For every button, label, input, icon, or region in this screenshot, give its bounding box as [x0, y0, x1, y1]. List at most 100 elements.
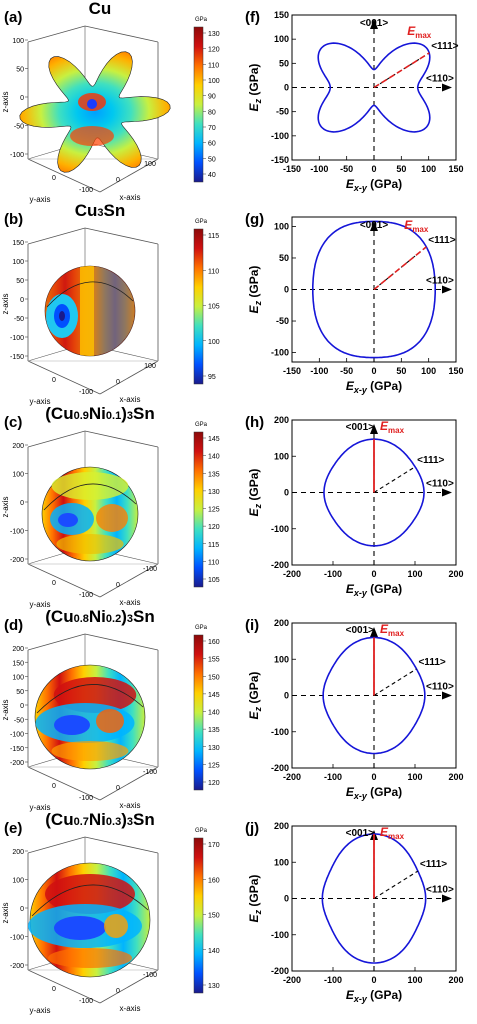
surface-highlight [59, 311, 65, 321]
colorbar-tick-label: 160 [208, 877, 220, 884]
y-tick-label: 50 [279, 58, 289, 68]
z-tick-label: 100 [12, 472, 24, 479]
polar-panel: (g) -150 -100 -50 0 50 100 150 100 50 0 -50 -100 Ez (… [245, 211, 464, 395]
surface-detail [45, 266, 135, 356]
colorbar-tick-label: 70 [208, 125, 216, 132]
emax-label-sub: max [412, 225, 429, 234]
x-axis-label-sub: x-y [353, 994, 368, 1004]
x-axis-label: x-axis [120, 395, 141, 404]
colorbar-tick-label: 170 [208, 842, 220, 849]
x-axis-label: Ex-y (GPa) [346, 379, 402, 395]
y-tick-label: 0 [52, 580, 56, 587]
emax-label-sub: max [415, 31, 432, 40]
z-tick-label: -100 [10, 335, 24, 342]
z-tick-label: 50 [16, 689, 24, 696]
title-part: ) [121, 810, 127, 829]
x-tick-label: 100 [144, 363, 156, 370]
polar-panel: (j) -200 -100 0 100 200 200 100 0 -100 -200 Ez (GPa… [245, 820, 464, 1004]
x-tick-label: -100 [310, 366, 328, 376]
emax-label-sub: max [388, 832, 405, 841]
dir-110-label: <110> [426, 682, 454, 693]
x-tick-label: 100 [421, 164, 436, 174]
surface-plot: 200 150 100 50 0 -50 -100 -150 -200 z-axis 0 -100 y-… [1, 625, 220, 812]
colorbar-tick-label: 120 [208, 524, 220, 531]
x-tick-label: 200 [448, 772, 463, 782]
dir-110-label: <110> [426, 276, 454, 287]
z-axis-label: z-axis [1, 497, 10, 518]
y-axis-label-sub: z [253, 909, 263, 915]
surface-highlight [70, 126, 114, 146]
dir-110-arrow [442, 894, 452, 903]
x-tick-label: 0 [116, 785, 120, 792]
modulus-curve [312, 220, 436, 359]
z-axis-label: z-axis [1, 700, 10, 721]
emax-label: Emax [380, 419, 405, 435]
title-part: (Cu [45, 607, 73, 626]
emax-line [373, 52, 430, 89]
modulus-curve [322, 636, 426, 755]
y-axis-label-sub: z [253, 503, 263, 509]
y-tick-label: 100 [274, 654, 289, 664]
emax-label-main: E [407, 24, 416, 38]
x-axis-label: x-axis [120, 1004, 141, 1013]
x-tick-label: -200 [283, 569, 301, 579]
x-axis-label-sub: x-y [353, 791, 368, 801]
box-edge [84, 633, 159, 651]
y-axis-label-unit: (GPa) [247, 266, 261, 301]
modulus-curve [323, 438, 425, 547]
emax-label: Emax [380, 825, 405, 841]
dir-001-label: <001> [346, 422, 375, 433]
y-axis-label-main: E [247, 304, 261, 313]
colorbar-tick-label: 130 [208, 983, 220, 990]
y-tick-label: -100 [271, 131, 289, 141]
surface-panel: (d) (Cu0.8Ni0.2)3Sn 200 150 100 50 0 -50 -100 -15… [1, 607, 220, 812]
title-part: Sn [133, 404, 155, 423]
panel-letter: (a) [4, 9, 22, 26]
x-axis-label-main: E [346, 177, 355, 191]
title-part: Cu [89, 0, 112, 18]
z-tick-label: -50 [14, 717, 24, 724]
x-tick-label: 200 [448, 569, 463, 579]
surface-panel: (b) Cu3Sn 150 100 50 0 -50 -100 -150 z-axis 0 -100 y… [1, 201, 220, 406]
surface-plot: 100 50 0 -50 -100 z-axis 0 -100 y-axis 0 100 x-axis… [1, 17, 220, 204]
emax-line [373, 246, 427, 291]
y-tick-label: -200 [271, 560, 289, 570]
x-axis-label-unit: (GPa) [367, 379, 402, 393]
x-axis-label: x-axis [120, 598, 141, 607]
x-axis-label-unit: (GPa) [367, 582, 402, 596]
x-tick-label: -150 [283, 164, 301, 174]
y-axis-label-main: E [247, 102, 261, 111]
colorbar-tick-label: 90 [208, 94, 216, 101]
surface-highlight [48, 948, 132, 968]
z-tick-label: -50 [14, 124, 24, 131]
panel-letter: (b) [4, 211, 23, 228]
x-tick-label: 100 [421, 366, 436, 376]
modulus-curve [317, 42, 431, 133]
y-tick-label: -100 [271, 524, 289, 534]
z-tick-label: 100 [12, 38, 24, 45]
colorbar-tick-label: 135 [208, 727, 220, 734]
surface-highlight [104, 914, 128, 938]
colorbar [193, 431, 204, 588]
surface-shape [19, 51, 171, 173]
x-axis-label-sub: x-y [353, 385, 368, 395]
colorbar [193, 837, 204, 994]
title-part: Ni [89, 810, 106, 829]
z-tick-label: -200 [10, 557, 24, 564]
x-axis-label: Ex-y (GPa) [346, 582, 402, 598]
y-axis-label: y-axis [30, 195, 51, 204]
y-axis-label: Ez (GPa) [247, 672, 263, 720]
colorbar-tick-label: 115 [208, 233, 219, 240]
x-tick-label: 0 [116, 582, 120, 589]
title-part: 0.1 [106, 410, 121, 422]
colorbar-tick-label: 140 [208, 948, 220, 955]
y-tick-label: -100 [271, 930, 289, 940]
box-edge [99, 766, 159, 801]
box-edge [27, 227, 86, 245]
colorbar-unit: GPa [195, 219, 208, 225]
x-axis-label-unit: (GPa) [367, 785, 402, 799]
x-tick-label: -50 [340, 366, 353, 376]
title-part: 0.2 [106, 613, 121, 625]
title-part: 0.8 [74, 613, 89, 625]
z-tick-label: -100 [10, 529, 24, 536]
